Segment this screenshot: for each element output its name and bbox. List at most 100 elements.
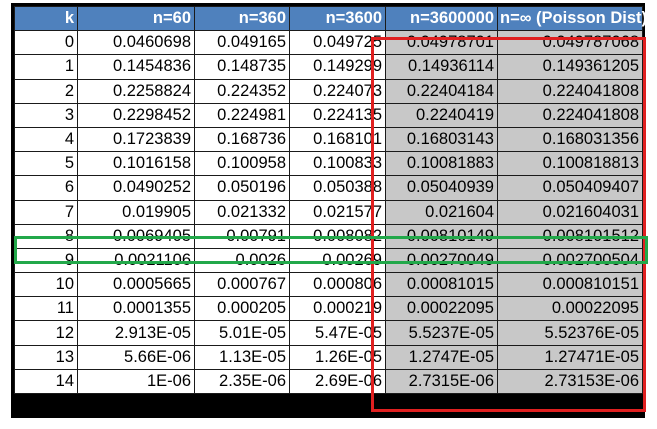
cell-n3600[interactable]: 0.021577 [289,199,386,225]
table-row: 12 2.913E-05 5.01E-05 5.47E-05 5.5237E-05 5.5… [14,320,643,346]
cell-n60[interactable]: 0.1723839 [77,126,195,153]
cell-n360[interactable]: 0.049165 [194,30,290,56]
cell-k[interactable]: 14 [14,368,78,395]
cell-n60[interactable]: 0.0021106 [77,247,195,274]
cell-n360[interactable]: 0.050196 [194,175,290,201]
cell-n60[interactable]: 0.0001355 [77,296,195,322]
cell-n60[interactable]: 0.0069405 [77,223,195,249]
cell-poisson[interactable]: 0.050409407 [497,175,643,201]
cell-k[interactable]: 2 [14,78,78,104]
cell-poisson[interactable]: 0.224041808 [497,78,643,104]
cell-k[interactable]: 4 [14,126,78,153]
cell-k[interactable]: 3 [14,102,78,128]
cell-n3600000[interactable]: 1.2747E-05 [385,344,498,370]
cell-k[interactable]: 12 [14,320,78,346]
cell-poisson[interactable]: 0.049787068 [497,30,643,56]
cell-n3600000[interactable]: 0.00081015 [385,272,498,298]
poisson-comparison-table: k n=60 n=360 n=3600 n=3600000 n=∞ (Poiss… [14,5,647,395]
cell-n360[interactable]: 0.00791 [194,223,290,249]
cell-poisson[interactable]: 0.000810151 [497,272,643,298]
cell-k[interactable]: 9 [14,247,78,274]
table-row: 13 5.66E-06 1.13E-05 1.26E-05 1.2747E-05 1.27… [14,344,643,370]
cell-k[interactable]: 5 [14,151,78,177]
cell-poisson[interactable]: 0.008101512 [497,223,643,249]
cell-n360[interactable]: 5.01E-05 [194,320,290,346]
header-n3600[interactable]: n=3600 [289,5,386,32]
cell-poisson[interactable]: 0.100818813 [497,151,643,177]
cell-n3600000[interactable]: 0.22404184 [385,78,498,104]
cell-n3600000[interactable]: 2.7315E-06 [385,368,498,395]
cell-n60[interactable]: 0.2258824 [77,78,195,104]
cell-n3600000[interactable]: 0.00022095 [385,296,498,322]
header-n360[interactable]: n=360 [194,5,290,32]
cell-n60[interactable]: 5.66E-06 [77,344,195,370]
cell-poisson[interactable]: 5.52376E-05 [497,320,643,346]
cell-k[interactable]: 1 [14,54,78,80]
cell-n3600[interactable]: 5.47E-05 [289,320,386,346]
cell-poisson[interactable]: 0.149361205 [497,54,643,80]
cell-n360[interactable]: 0.148735 [194,54,290,80]
cell-n3600[interactable]: 1.26E-05 [289,344,386,370]
cell-n360[interactable]: 0.0026 [194,247,290,274]
cell-n60[interactable]: 0.0005665 [77,272,195,298]
cell-n3600000[interactable]: 0.16803143 [385,126,498,153]
cell-n3600[interactable]: 2.69E-06 [289,368,386,395]
cell-n3600000[interactable]: 0.00810149 [385,223,498,249]
cell-n360[interactable]: 2.35E-06 [194,368,290,395]
cell-n3600000[interactable]: 0.05040939 [385,175,498,201]
cell-n360[interactable]: 0.021332 [194,199,290,225]
cell-k[interactable]: 0 [14,30,78,56]
cell-n3600[interactable]: 0.224135 [289,102,386,128]
cell-n360[interactable]: 0.224352 [194,78,290,104]
header-n3600000[interactable]: n=3600000 [385,5,498,32]
cell-k[interactable]: 10 [14,272,78,298]
cell-poisson[interactable]: 0.00022095 [497,296,643,322]
cell-n3600[interactable]: 0.000219 [289,296,386,322]
cell-poisson[interactable]: 0.168031356 [497,126,643,153]
cell-n360[interactable]: 0.000767 [194,272,290,298]
cell-k[interactable]: 11 [14,296,78,322]
cell-n360[interactable]: 0.100958 [194,151,290,177]
cell-n3600[interactable]: 0.168101 [289,126,386,153]
cell-poisson[interactable]: 1.27471E-05 [497,344,643,370]
cell-n360[interactable]: 0.224981 [194,102,290,128]
cell-n60[interactable]: 0.019905 [77,199,195,225]
cell-k[interactable]: 7 [14,199,78,225]
cell-n3600[interactable]: 0.049725 [289,30,386,56]
cell-n60[interactable]: 0.1454836 [77,54,195,80]
cell-n3600000[interactable]: 0.2240419 [385,102,498,128]
cell-n3600[interactable]: 0.100833 [289,151,386,177]
cell-poisson[interactable]: 0.002700504 [497,247,643,274]
cell-n60[interactable]: 0.0490252 [77,175,195,201]
cell-poisson[interactable]: 2.73153E-06 [497,368,643,395]
cell-n3600000[interactable]: 5.5237E-05 [385,320,498,346]
cell-poisson[interactable]: 0.224041808 [497,102,643,128]
cell-n60[interactable]: 1E-06 [77,368,195,395]
cell-n3600000[interactable]: 0.04978701 [385,30,498,56]
cell-n3600[interactable]: 0.224073 [289,78,386,104]
cell-n3600[interactable]: 0.149299 [289,54,386,80]
cell-n60[interactable]: 2.913E-05 [77,320,195,346]
cell-n3600[interactable]: 0.008082 [289,223,386,249]
cell-n60[interactable]: 0.2298452 [77,102,195,128]
cell-n360[interactable]: 0.168736 [194,126,290,153]
cell-n3600000[interactable]: 0.00270049 [385,247,498,274]
cell-k[interactable]: 13 [14,344,78,370]
header-k[interactable]: k [14,5,78,32]
cell-n3600000[interactable]: 0.14936114 [385,54,498,80]
table-row: 0 0.0460698 0.049165 0.049725 0.04978701 0.04… [14,30,643,56]
cell-k[interactable]: 8 [14,223,78,249]
cell-k[interactable]: 6 [14,175,78,201]
cell-n60[interactable]: 0.0460698 [77,30,195,56]
cell-n3600000[interactable]: 0.10081883 [385,151,498,177]
cell-n3600[interactable]: 0.00269 [289,247,386,274]
header-poisson[interactable]: n=∞ (Poisson Dist) [497,5,647,32]
cell-poisson[interactable]: 0.021604031 [497,199,643,225]
cell-n60[interactable]: 0.1016158 [77,151,195,177]
cell-n3600[interactable]: 0.050388 [289,175,386,201]
header-n60[interactable]: n=60 [77,5,195,32]
cell-n360[interactable]: 1.13E-05 [194,344,290,370]
cell-n360[interactable]: 0.000205 [194,296,290,322]
cell-n3600000[interactable]: 0.021604 [385,199,498,225]
cell-n3600[interactable]: 0.000806 [289,272,386,298]
